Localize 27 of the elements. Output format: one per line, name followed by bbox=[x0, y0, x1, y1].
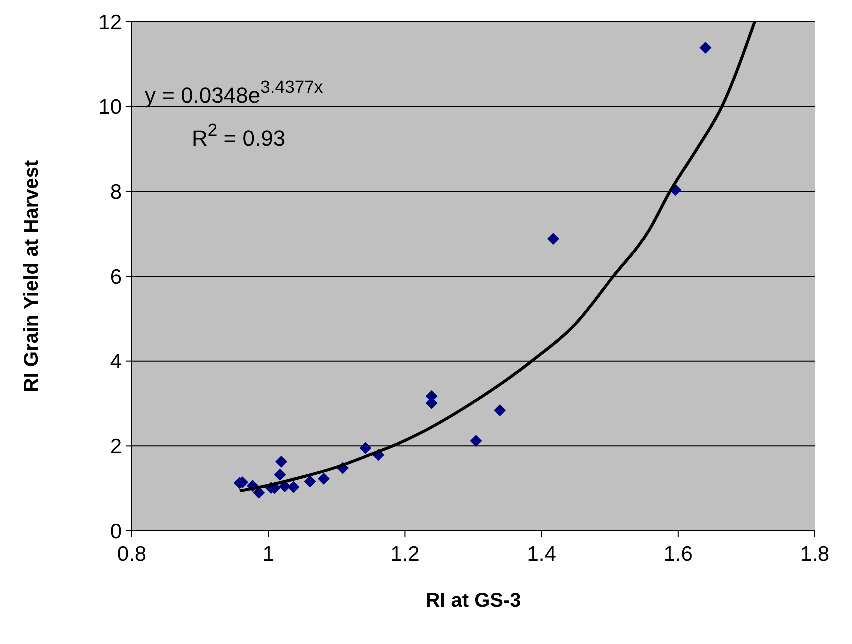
point bbox=[700, 42, 712, 54]
y-tick-label: 2 bbox=[110, 436, 122, 459]
y-tick-label: 10 bbox=[98, 96, 122, 120]
y-tick-label: 8 bbox=[110, 181, 122, 204]
point bbox=[547, 233, 560, 246]
x-tick-label: 1 bbox=[262, 543, 274, 566]
point bbox=[318, 472, 330, 485]
x-axis-title: RI at GS-3 bbox=[426, 590, 522, 612]
x-tick-label: 1.4 bbox=[527, 543, 557, 566]
point bbox=[494, 404, 506, 417]
y-tick-label: 12 bbox=[98, 11, 122, 34]
point bbox=[470, 435, 482, 448]
point bbox=[304, 476, 316, 488]
x-tick-label: 0.8 bbox=[117, 543, 147, 566]
x-tick-label: 1.6 bbox=[664, 543, 693, 566]
x-tick-label: 1.8 bbox=[800, 543, 830, 566]
point bbox=[288, 481, 300, 494]
y-tick-label: 6 bbox=[110, 266, 122, 289]
y-tick-label: 0 bbox=[110, 520, 122, 544]
point bbox=[274, 469, 286, 482]
point bbox=[360, 442, 372, 454]
y-tick-label: 4 bbox=[110, 350, 122, 374]
point bbox=[276, 456, 288, 468]
annotation: R$^{2}$ = 0.93 bbox=[192, 120, 286, 151]
x-tick-label: 1.2 bbox=[390, 543, 420, 566]
annotation: y = 0.0348e$^{3.4377x}$ bbox=[145, 77, 324, 108]
y-axis-title: RI Grain Yield at Harvest bbox=[21, 160, 43, 393]
